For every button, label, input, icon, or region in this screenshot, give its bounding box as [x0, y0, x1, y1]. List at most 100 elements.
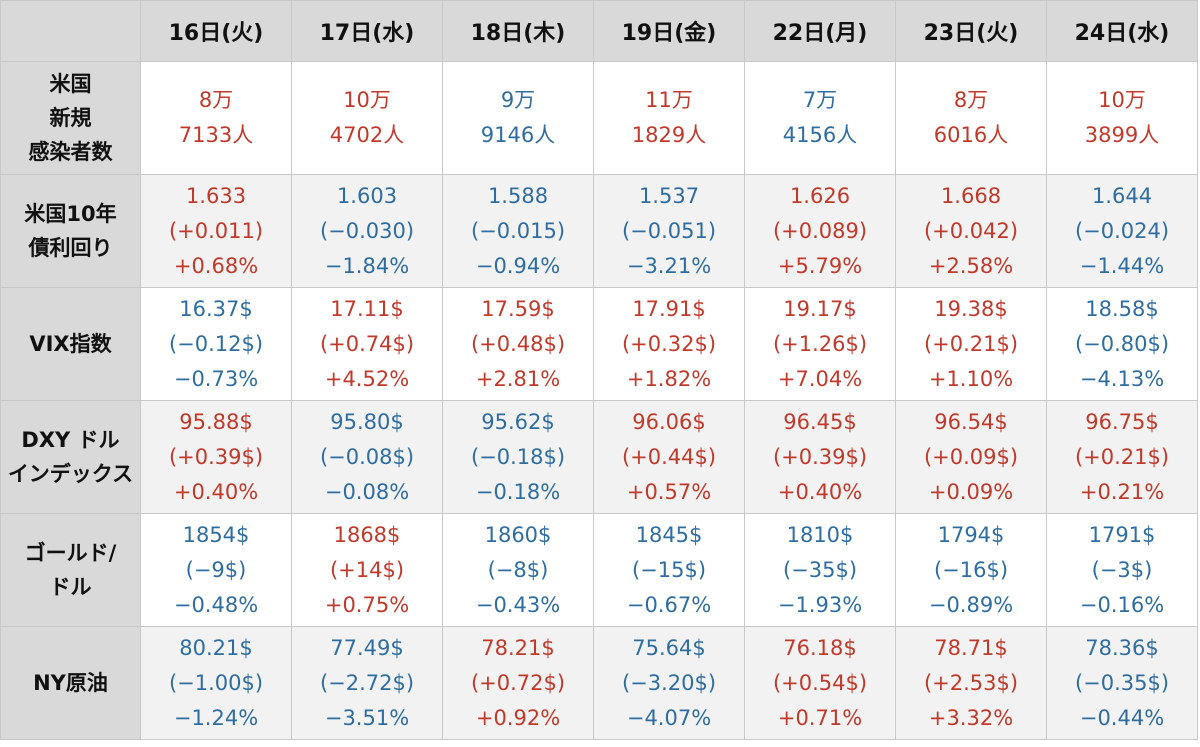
value-change: 4702人 [329, 123, 405, 147]
value-change: (−0.015) [470, 218, 566, 243]
value-main: 11万 [645, 88, 693, 112]
row-label-line: ゴールド/ [24, 541, 117, 565]
value-main: 1.626 [789, 183, 851, 208]
value-main: 95.62$ [481, 409, 555, 434]
value-percent: −0.73% [173, 366, 259, 391]
value-change: (+0.74$) [319, 331, 415, 356]
value-change: (−35$) [782, 557, 858, 582]
value-cell: 1860$ (−8$) −0.43% [442, 513, 594, 627]
value-main: 18.58$ [1085, 296, 1159, 321]
value-change: (−3.20$) [621, 670, 717, 695]
value-main: 1794$ [937, 522, 1005, 547]
value-change: (−0.024) [1074, 218, 1170, 243]
value-percent: +1.82% [626, 366, 712, 391]
value-main: 1791$ [1088, 522, 1156, 547]
value-cell: 16.37$ (−0.12$) −0.73% [140, 287, 292, 401]
value-main: 1.537 [638, 183, 700, 208]
value-main: 10万 [1098, 88, 1146, 112]
value-percent: −4.13% [1079, 366, 1165, 391]
value-percent: −0.94% [475, 253, 561, 278]
table-row: VIX指数 16.37$ (−0.12$) −0.73% 17.11$ (+0.74$) +… [0, 287, 1198, 401]
table-row: ゴールド/ドル 1854$ (−9$) −0.48% 1868$ (+14$) +0.75%… [0, 513, 1198, 627]
row-label-line: 債利回り [28, 236, 113, 260]
row-label: DXY ドル インデックス [0, 400, 141, 514]
value-cell: 17.91$ (+0.32$) +1.82% [593, 287, 745, 401]
value-main: 1845$ [635, 522, 703, 547]
value-percent: −0.48% [173, 592, 259, 617]
row-label-line: VIX指数 [29, 332, 112, 356]
value-cell: 7万 4156人 [744, 61, 896, 175]
value-percent: +5.79% [777, 253, 863, 278]
value-change: (−0.18$) [470, 444, 566, 469]
value-main: 19.38$ [934, 296, 1008, 321]
value-change: (+0.011) [168, 218, 264, 243]
value-main: 95.88$ [179, 409, 253, 434]
value-percent: +2.58% [928, 253, 1014, 278]
value-change: 4156人 [782, 123, 858, 147]
value-percent: −4.07% [626, 705, 712, 730]
value-percent: −0.43% [475, 592, 561, 617]
value-cell: 1791$ (−3$) −0.16% [1046, 513, 1198, 627]
row-label-line: NY原油 [33, 671, 108, 695]
value-main: 1.588 [487, 183, 549, 208]
value-cell: 78.21$ (+0.72$) +0.92% [442, 626, 594, 740]
row-label-line: ドル [49, 575, 92, 599]
value-main: 17.11$ [330, 296, 404, 321]
value-change: (−15$) [631, 557, 707, 582]
table-row: 米国10年 債利回り 1.633 (+0.011) +0.68% 1.603 (−0.030… [0, 174, 1198, 288]
value-main: 1860$ [484, 522, 552, 547]
row-label-line: DXY ドル [21, 428, 120, 452]
value-change: (−0.051) [621, 218, 717, 243]
value-percent: −1.93% [777, 592, 863, 617]
value-cell: 1.633 (+0.011) +0.68% [140, 174, 292, 288]
day-header: 24日(水) [1046, 0, 1198, 62]
value-percent: −1.84% [324, 253, 410, 278]
value-cell: 1794$ (−16$) −0.89% [895, 513, 1047, 627]
value-cell: 1.537 (−0.051) −3.21% [593, 174, 745, 288]
value-change: (+14$) [329, 557, 405, 582]
value-main: 75.64$ [632, 635, 706, 660]
value-percent: −0.89% [928, 592, 1014, 617]
row-label-line: 感染者数 [28, 140, 113, 164]
value-change: (+0.44$) [621, 444, 717, 469]
value-cell: 17.11$ (+0.74$) +4.52% [291, 287, 443, 401]
value-percent: +0.71% [777, 705, 863, 730]
value-main: 80.21$ [179, 635, 253, 660]
value-percent: +0.40% [777, 479, 863, 504]
value-cell: 19.38$ (+0.21$) +1.10% [895, 287, 1047, 401]
value-main: 10万 [343, 88, 391, 112]
value-cell: 75.64$ (−3.20$) −4.07% [593, 626, 745, 740]
value-cell: 78.36$ (−0.35$) −0.44% [1046, 626, 1198, 740]
value-change: (−2.72$) [319, 670, 415, 695]
row-label: 米国 新規 感染者数 [0, 61, 141, 175]
value-percent: −0.44% [1079, 705, 1165, 730]
value-percent: +0.75% [324, 592, 410, 617]
value-percent: +0.09% [928, 479, 1014, 504]
value-cell: 78.71$ (+2.53$) +3.32% [895, 626, 1047, 740]
value-percent: −0.18% [475, 479, 561, 504]
value-main: 8万 [953, 88, 989, 112]
table-row: 米国 新規 感染者数 8万 7133人 10万 4702人 9万 9146人 11万 1829人 7万… [0, 61, 1198, 175]
value-main: 96.75$ [1085, 409, 1159, 434]
row-label: ゴールド/ドル [0, 513, 141, 627]
table-row: DXY ドル インデックス 95.88$ (+0.39$) +0.40% 95.80$ (−… [0, 400, 1198, 514]
value-cell: 96.54$ (+0.09$) +0.09% [895, 400, 1047, 514]
value-main: 19.17$ [783, 296, 857, 321]
value-cell: 77.49$ (−2.72$) −3.51% [291, 626, 443, 740]
value-percent: −0.08% [324, 479, 410, 504]
value-cell: 1.603 (−0.030) −1.84% [291, 174, 443, 288]
value-cell: 10万 3899人 [1046, 61, 1198, 175]
value-cell: 11万 1829人 [593, 61, 745, 175]
value-change: (+0.54$) [772, 670, 868, 695]
value-cell: 10万 4702人 [291, 61, 443, 175]
value-change: 9146人 [480, 123, 556, 147]
value-change: 3899人 [1084, 123, 1160, 147]
value-percent: −1.24% [173, 705, 259, 730]
value-cell: 1.626 (+0.089) +5.79% [744, 174, 896, 288]
row-label: NY原油 [0, 626, 141, 740]
value-main: 1.633 [185, 183, 247, 208]
value-percent: −3.21% [626, 253, 712, 278]
value-main: 76.18$ [783, 635, 857, 660]
value-change: (−0.12$) [168, 331, 264, 356]
